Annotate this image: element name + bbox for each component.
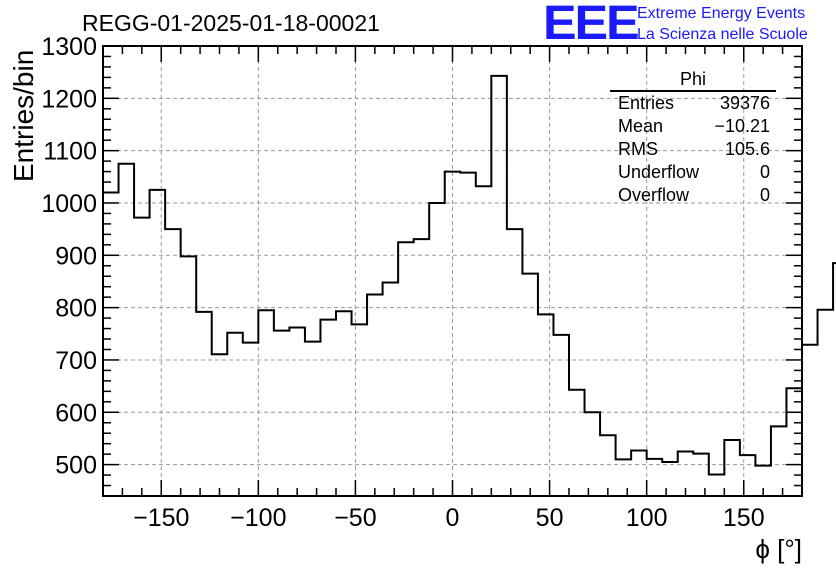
x-tick-label: 100 (626, 504, 668, 532)
stats-value: 0 (759, 185, 770, 205)
y-tick-label: 1300 (41, 33, 97, 61)
y-axis-label: Entries/bin (8, 49, 39, 182)
x-tick-label: 150 (723, 504, 765, 532)
stats-label: Entries (618, 93, 675, 113)
stats-value: −10.21 (714, 116, 770, 136)
chart-title: REGG-01-2025-01-18-00021 (82, 10, 380, 36)
y-tick-label: 900 (55, 242, 97, 270)
stats-value: 39376 (719, 93, 770, 113)
y-tick-label: 1100 (43, 138, 97, 166)
stats-label: Mean (618, 116, 664, 136)
stats-row: Mean −10.21 (610, 115, 776, 138)
x-tick-label: −150 (133, 504, 189, 532)
x-axis-label: ϕ [°] (755, 534, 802, 564)
stats-label: Overflow (618, 185, 690, 205)
x-tick-labels: −150 −100 −50 0 50 100 150 (133, 504, 765, 532)
stats-box: Phi Entries 39376 Mean −10.21 RMS 105.6 Und… (610, 68, 776, 207)
x-tick-label: 0 (446, 504, 460, 532)
x-tick-label: −50 (334, 504, 376, 532)
y-tick-label: 1200 (41, 85, 97, 113)
y-tick-label: 500 (55, 452, 97, 480)
logo-line-2: La Scienza nelle Scuole (637, 26, 808, 43)
logo-caption: Extreme Energy Events La Scienza nelle S… (637, 3, 808, 45)
y-tick-label: 600 (55, 399, 97, 427)
stats-row: Overflow 0 (610, 184, 776, 207)
stats-row: RMS 105.6 (610, 138, 776, 161)
x-tick-label: 50 (536, 504, 564, 532)
axis-ticks (102, 45, 803, 497)
x-tick-label: −100 (230, 504, 286, 532)
histogram-series (103, 74, 836, 476)
grid-lines (103, 45, 802, 496)
stats-row: Entries 39376 (610, 92, 776, 115)
stats-title: Phi (610, 68, 776, 92)
stats-value: 105.6 (724, 139, 770, 159)
stats-row: Underflow 0 (610, 161, 776, 184)
y-tick-label: 1000 (41, 190, 97, 218)
stats-label: RMS (618, 139, 658, 159)
logo-line-1: Extreme Energy Events (637, 5, 806, 22)
eee-logo: EEE (543, 0, 640, 50)
stats-label: Underflow (618, 162, 700, 182)
y-tick-labels: 500 600 700 800 900 1000 1100 1200 1300 (41, 33, 97, 480)
stats-value: 0 (759, 162, 770, 182)
y-tick-label: 700 (55, 347, 97, 375)
y-tick-label: 800 (55, 295, 97, 323)
